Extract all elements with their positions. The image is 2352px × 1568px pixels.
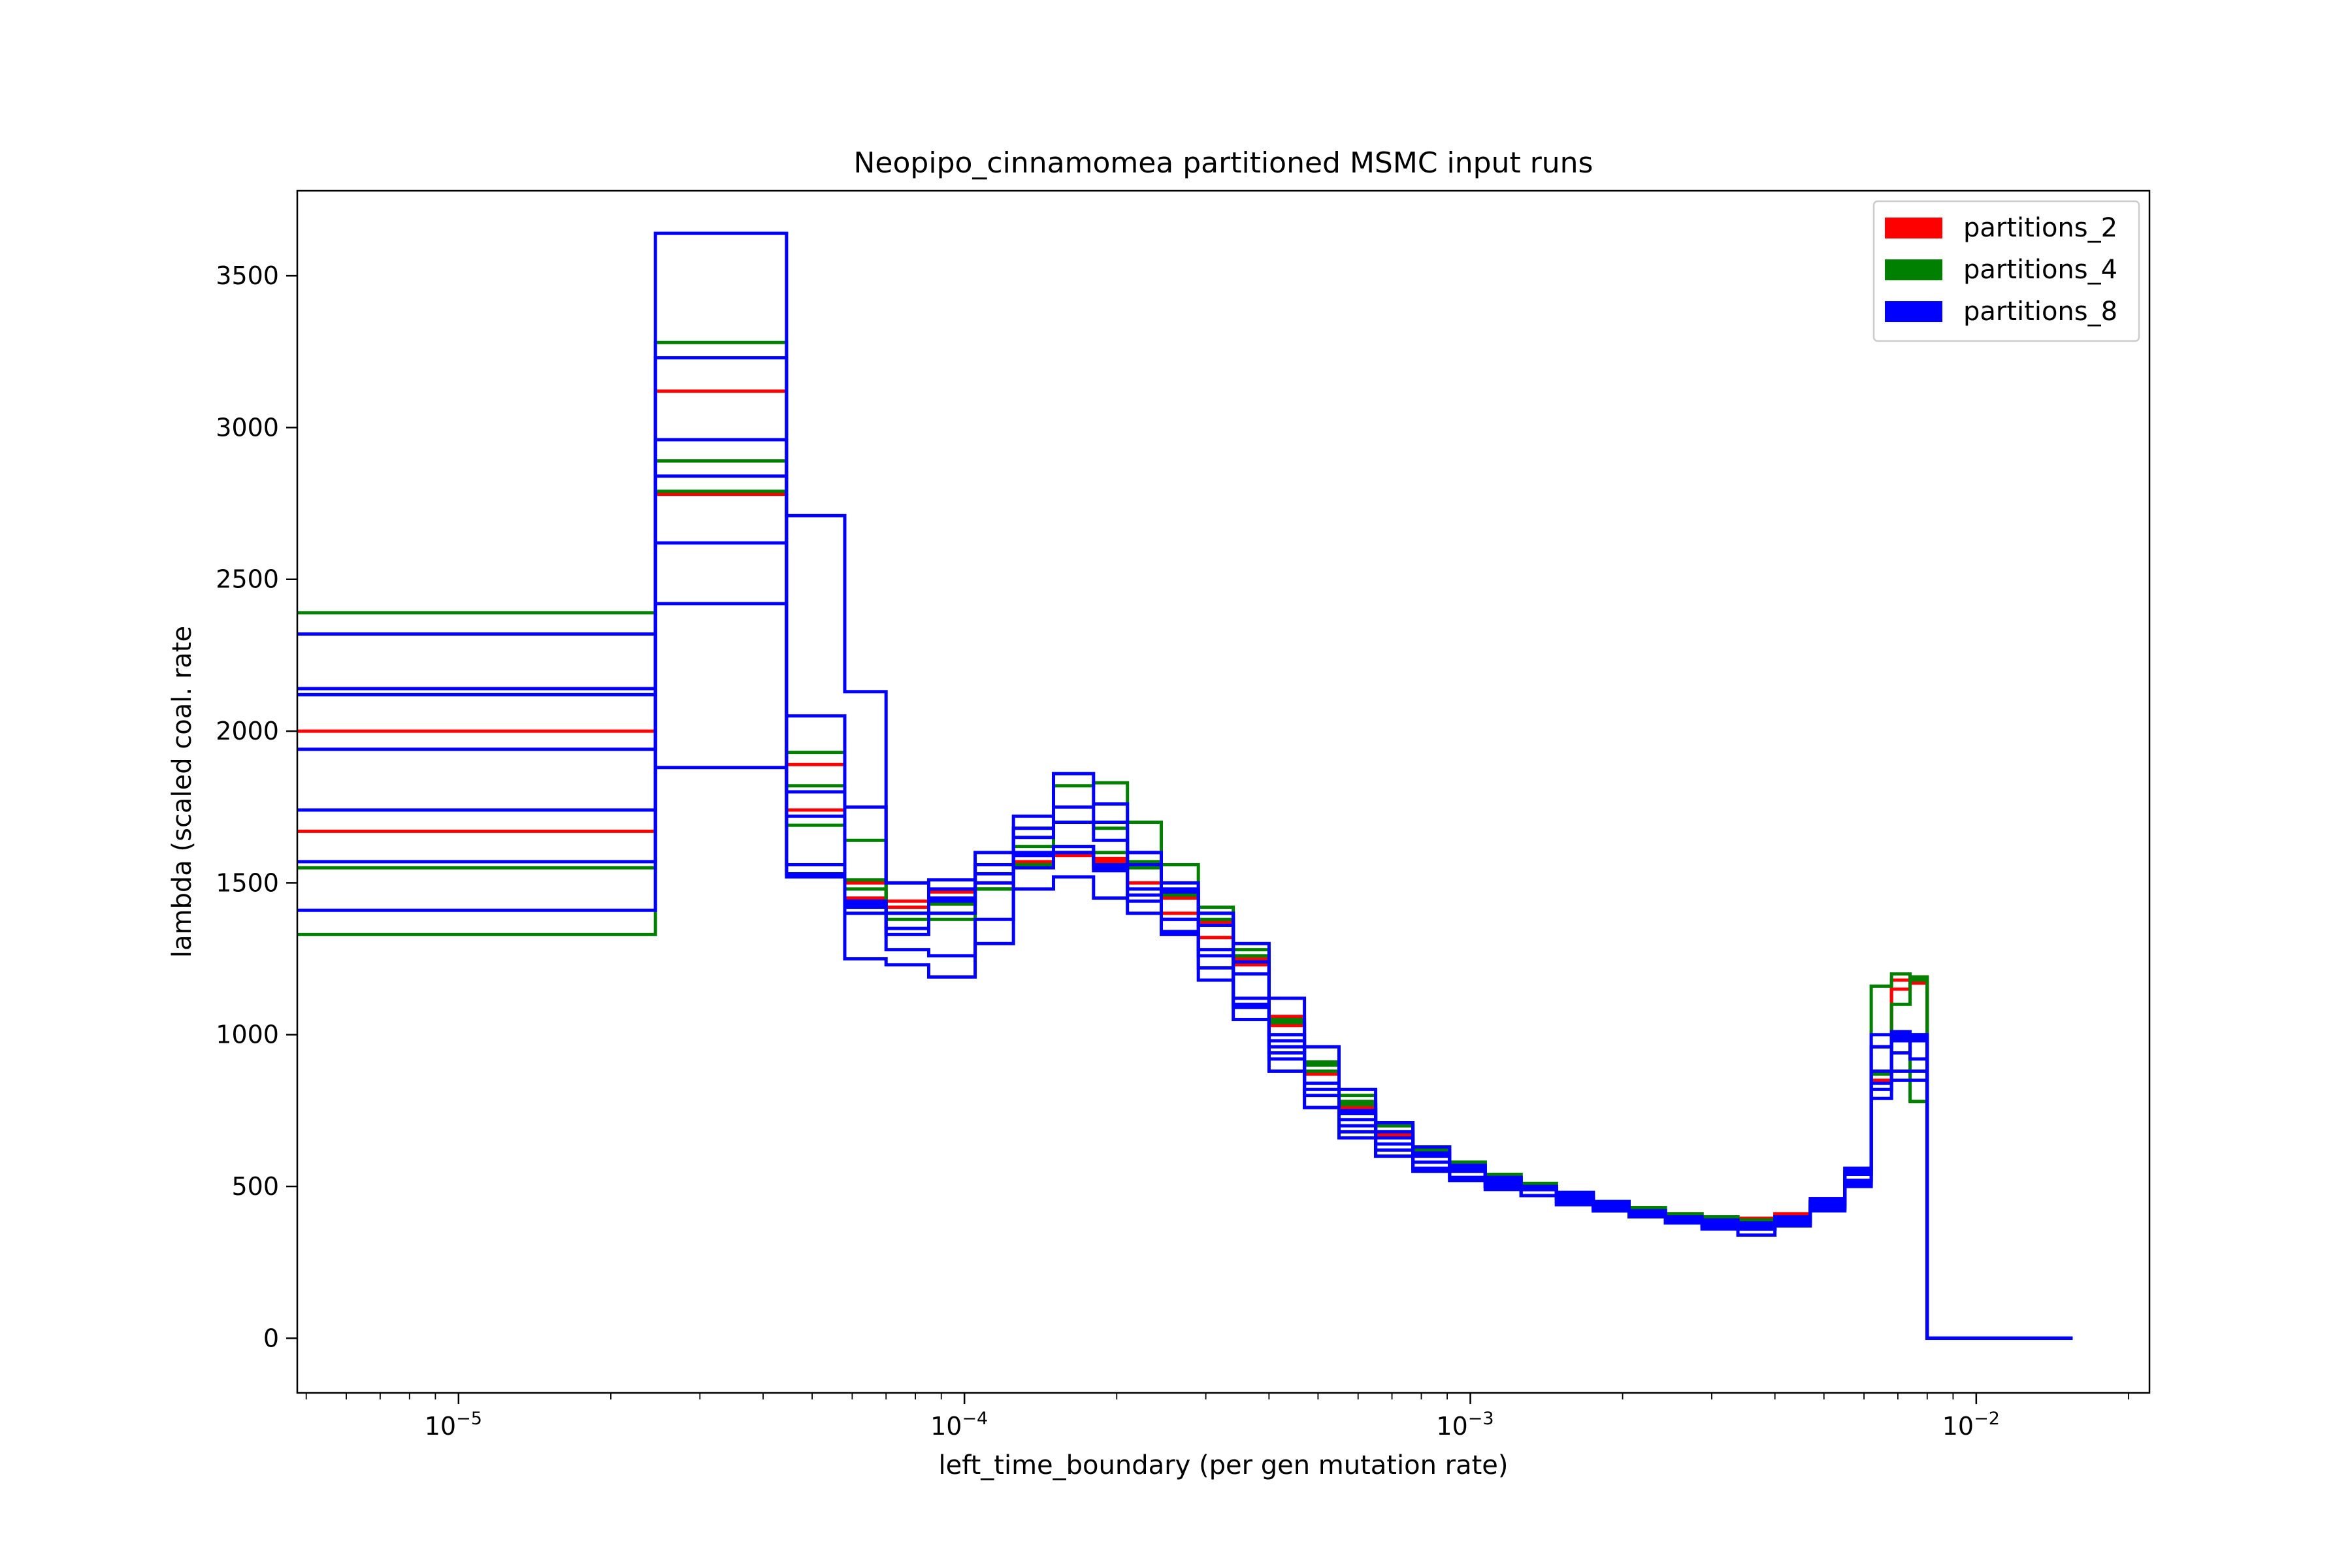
chart-title: Neopipo_cinnamomea partitioned MSMC inpu… bbox=[854, 146, 1593, 180]
series-layer bbox=[297, 231, 2073, 1340]
legend-label-partitions_2: partitions_2 bbox=[1963, 213, 2117, 243]
legend-swatch-partitions_8 bbox=[1885, 301, 1942, 322]
y-axis-label: lambda (scaled coal. rate bbox=[167, 626, 197, 958]
y-tick-label: 2000 bbox=[216, 717, 279, 745]
plot-frame bbox=[296, 189, 2151, 1394]
y-tick-label: 1500 bbox=[216, 868, 279, 897]
legend-swatch-partitions_2 bbox=[1885, 218, 1942, 238]
x-axis-label: left_time_boundary (per gen mutation rat… bbox=[939, 1450, 1509, 1480]
series-line-partitions_8-12 bbox=[297, 766, 2073, 1340]
legend-swatch-partitions_4 bbox=[1885, 259, 1942, 280]
y-tick-label: 500 bbox=[231, 1172, 279, 1201]
legend-label-partitions_4: partitions_4 bbox=[1963, 255, 2117, 285]
y-tick-label: 2500 bbox=[216, 565, 279, 594]
y-tick-label: 1000 bbox=[216, 1021, 279, 1049]
y-tick-label: 0 bbox=[263, 1324, 279, 1352]
legend-label-partitions_8: partitions_8 bbox=[1963, 297, 2117, 327]
y-tick-label: 3000 bbox=[216, 413, 279, 442]
legend: partitions_2 partitions_4 partitions_8 bbox=[1872, 200, 2140, 342]
y-tick-label: 3500 bbox=[216, 261, 279, 290]
